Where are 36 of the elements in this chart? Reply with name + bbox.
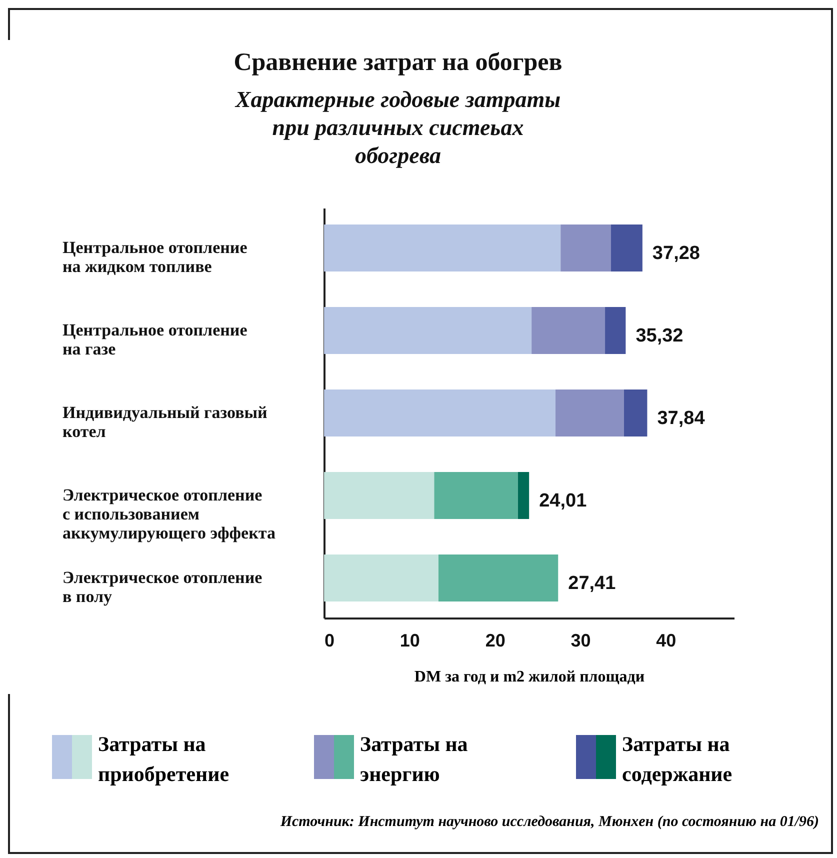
x-tick-label: 0 <box>324 630 335 650</box>
bar <box>518 472 530 520</box>
x-axis-title: DM за год и m2 жилой площади <box>414 668 645 686</box>
y-tick-label: Электрическое отопление в полу <box>62 568 263 606</box>
bar <box>611 224 642 272</box>
legend-label: Затраты на приобретение <box>98 731 230 788</box>
legend-label: Затраты на содержание <box>622 731 734 788</box>
bar <box>624 389 648 437</box>
x-tick-label: 20 <box>485 630 506 650</box>
y-tick-label: Центральное отопление на газе <box>62 320 248 359</box>
bar <box>324 306 532 354</box>
y-tick-label: Центральное отопление на жидком топливе <box>62 238 248 276</box>
total-label: 35,32 <box>636 326 684 347</box>
legend-label: Затраты на энергию <box>360 731 469 788</box>
bar <box>532 306 606 354</box>
bar <box>438 554 558 602</box>
bar <box>605 306 626 354</box>
x-tick-label: 40 <box>656 630 676 650</box>
bar <box>324 472 434 520</box>
chart-title: Сравнение затрат на обогрев <box>234 49 562 76</box>
bar <box>560 224 611 272</box>
y-tick-label: Индивидуальный газовый котел <box>62 403 268 441</box>
total-label: 37,28 <box>652 243 700 264</box>
bar <box>555 389 624 437</box>
text: Источник: Институт научново исследования, Мюнхен (по состоянию на 01/96) <box>280 814 819 831</box>
bar <box>434 472 518 520</box>
chart-subtitle: Характерные годовые затраты при различных систеьах обогрева <box>234 87 561 168</box>
x-tick-label: 30 <box>570 630 591 650</box>
x-tick-label: 10 <box>400 630 420 650</box>
total-label: 37,84 <box>657 408 706 429</box>
bar <box>324 389 556 437</box>
y-tick-label: Электрическое отопление с использованием аккумулирующего эффекта <box>62 485 276 542</box>
total-label: 24,01 <box>539 490 588 512</box>
bar <box>324 554 438 602</box>
total-label: 27,41 <box>568 572 616 594</box>
bar <box>324 224 561 272</box>
